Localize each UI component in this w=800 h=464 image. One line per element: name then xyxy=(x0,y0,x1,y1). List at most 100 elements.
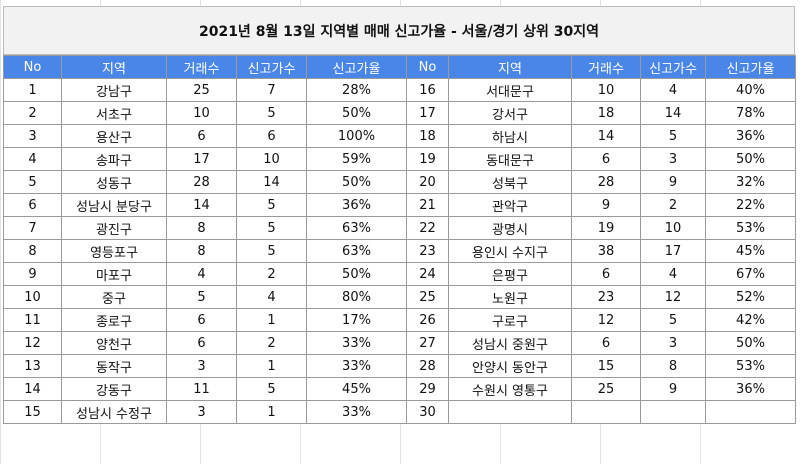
table-cell[interactable]: 성남시 수정구 xyxy=(61,400,167,424)
table-cell[interactable] xyxy=(571,400,641,424)
table-cell[interactable]: 28 xyxy=(166,170,237,194)
table-cell[interactable]: 14 xyxy=(640,101,706,125)
column-header[interactable]: 거래수 xyxy=(166,55,237,79)
table-cell[interactable]: 38 xyxy=(571,239,641,263)
table-cell[interactable]: 14 xyxy=(3,377,62,401)
table-cell[interactable] xyxy=(448,400,572,424)
table-cell[interactable]: 서초구 xyxy=(61,101,167,125)
table-cell[interactable]: 5 xyxy=(236,216,307,240)
table-cell[interactable]: 20 xyxy=(406,170,449,194)
table-cell[interactable]: 8 xyxy=(3,239,62,263)
table-cell[interactable]: 12 xyxy=(640,285,706,309)
table-cell[interactable]: 4 xyxy=(166,262,237,286)
table-cell[interactable]: 63% xyxy=(306,239,407,263)
table-cell[interactable]: 32% xyxy=(705,170,796,194)
table-cell[interactable]: 26 xyxy=(406,308,449,332)
table-cell[interactable]: 마포구 xyxy=(61,262,167,286)
table-cell[interactable]: 50% xyxy=(705,147,796,171)
table-cell[interactable]: 성북구 xyxy=(448,170,572,194)
table-cell[interactable]: 5 xyxy=(236,193,307,217)
column-header[interactable]: 지역 xyxy=(448,55,572,79)
table-cell[interactable]: 5 xyxy=(640,308,706,332)
table-cell[interactable]: 28% xyxy=(306,78,407,102)
table-cell[interactable]: 8 xyxy=(166,216,237,240)
table-cell[interactable]: 12 xyxy=(3,331,62,355)
table-cell[interactable]: 6 xyxy=(166,124,237,148)
table-cell[interactable]: 수원시 영통구 xyxy=(448,377,572,401)
table-cell[interactable]: 성남시 중원구 xyxy=(448,331,572,355)
table-cell[interactable]: 6 xyxy=(166,331,237,355)
table-cell[interactable]: 1 xyxy=(3,78,62,102)
table-cell[interactable]: 18 xyxy=(406,124,449,148)
table-cell[interactable]: 10 xyxy=(640,216,706,240)
table-cell[interactable]: 6 xyxy=(571,262,641,286)
table-cell[interactable]: 10 xyxy=(236,147,307,171)
table-cell[interactable]: 52% xyxy=(705,285,796,309)
table-cell[interactable]: 59% xyxy=(306,147,407,171)
table-cell[interactable]: 성동구 xyxy=(61,170,167,194)
table-cell[interactable]: 송파구 xyxy=(61,147,167,171)
column-header[interactable]: 신고가수 xyxy=(236,55,307,79)
table-cell[interactable]: 5 xyxy=(3,170,62,194)
table-cell[interactable]: 5 xyxy=(236,377,307,401)
table-cell[interactable]: 23 xyxy=(406,239,449,263)
column-header[interactable]: 지역 xyxy=(61,55,167,79)
table-cell[interactable]: 33% xyxy=(306,400,407,424)
table-cell[interactable]: 2 xyxy=(236,331,307,355)
table-cell[interactable]: 28 xyxy=(571,170,641,194)
table-cell[interactable]: 100% xyxy=(306,124,407,148)
table-cell[interactable]: 6 xyxy=(236,124,307,148)
table-cell[interactable]: 22% xyxy=(705,193,796,217)
table-cell[interactable]: 용산구 xyxy=(61,124,167,148)
table-cell[interactable]: 17 xyxy=(640,239,706,263)
column-header[interactable]: 신고가율 xyxy=(705,55,796,79)
table-cell[interactable]: 15 xyxy=(571,354,641,378)
table-cell[interactable]: 42% xyxy=(705,308,796,332)
table-cell[interactable]: 노원구 xyxy=(448,285,572,309)
table-cell[interactable]: 1 xyxy=(236,308,307,332)
table-cell[interactable]: 3 xyxy=(3,124,62,148)
table-cell[interactable]: 10 xyxy=(571,78,641,102)
table-cell[interactable]: 9 xyxy=(3,262,62,286)
table-cell[interactable]: 17% xyxy=(306,308,407,332)
table-cell[interactable]: 13 xyxy=(3,354,62,378)
table-cell[interactable]: 양천구 xyxy=(61,331,167,355)
table-cell[interactable]: 16 xyxy=(406,78,449,102)
table-cell[interactable]: 은평구 xyxy=(448,262,572,286)
table-cell[interactable]: 45% xyxy=(306,377,407,401)
table-cell[interactable]: 45% xyxy=(705,239,796,263)
table-cell[interactable]: 2 xyxy=(3,101,62,125)
table-cell[interactable]: 50% xyxy=(306,262,407,286)
table-cell[interactable]: 4 xyxy=(3,147,62,171)
table-cell[interactable]: 15 xyxy=(3,400,62,424)
table-cell[interactable]: 1 xyxy=(236,400,307,424)
table-cell[interactable]: 36% xyxy=(306,193,407,217)
table-cell[interactable]: 33% xyxy=(306,354,407,378)
table-cell[interactable]: 25 xyxy=(406,285,449,309)
table-cell[interactable]: 50% xyxy=(306,170,407,194)
table-cell[interactable]: 14 xyxy=(571,124,641,148)
table-cell[interactable]: 2 xyxy=(236,262,307,286)
table-cell[interactable]: 5 xyxy=(640,124,706,148)
table-cell[interactable]: 7 xyxy=(3,216,62,240)
table-cell[interactable]: 7 xyxy=(236,78,307,102)
table-cell[interactable]: 67% xyxy=(705,262,796,286)
table-cell[interactable]: 8 xyxy=(640,354,706,378)
table-cell[interactable]: 9 xyxy=(640,377,706,401)
table-cell[interactable]: 4 xyxy=(640,262,706,286)
table-cell[interactable]: 22 xyxy=(406,216,449,240)
table-cell[interactable]: 17 xyxy=(406,101,449,125)
table-cell[interactable]: 27 xyxy=(406,331,449,355)
table-cell[interactable]: 강남구 xyxy=(61,78,167,102)
table-cell[interactable]: 동작구 xyxy=(61,354,167,378)
table-cell[interactable]: 19 xyxy=(571,216,641,240)
table-cell[interactable]: 9 xyxy=(640,170,706,194)
table-cell[interactable]: 중구 xyxy=(61,285,167,309)
table-cell[interactable]: 광진구 xyxy=(61,216,167,240)
table-cell[interactable]: 14 xyxy=(236,170,307,194)
table-cell[interactable]: 28 xyxy=(406,354,449,378)
table-cell[interactable]: 3 xyxy=(640,331,706,355)
column-header[interactable]: No xyxy=(3,55,62,79)
table-cell[interactable] xyxy=(640,400,706,424)
table-cell[interactable]: 53% xyxy=(705,354,796,378)
